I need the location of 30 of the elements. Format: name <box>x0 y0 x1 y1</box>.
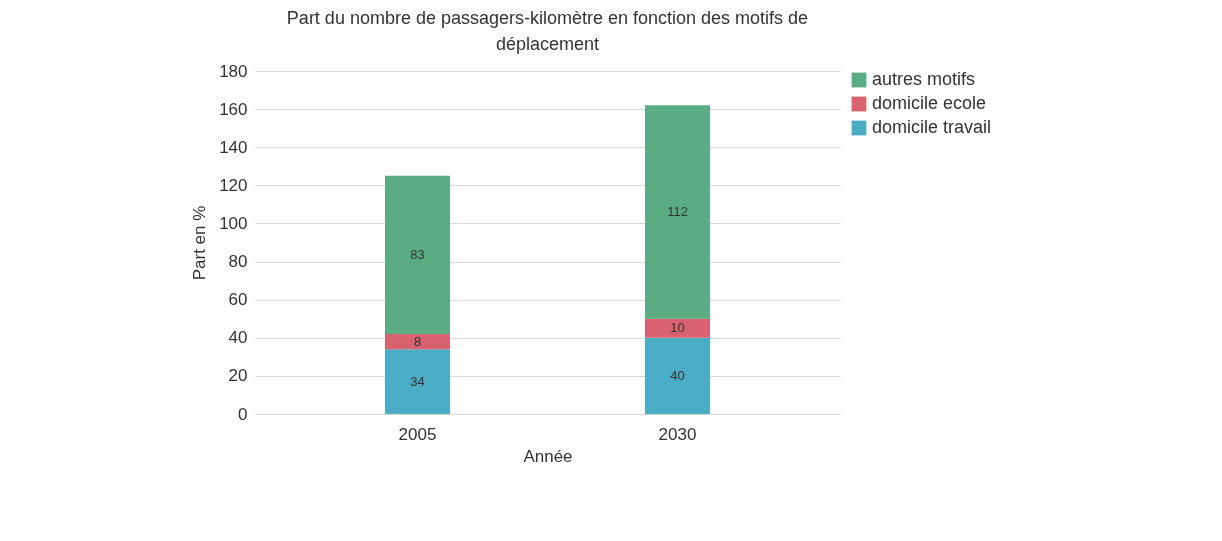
y-axis-title: Part en % <box>190 205 210 281</box>
x-tick-label: 2030 <box>658 424 697 444</box>
legend-label: autres motifs <box>872 69 976 89</box>
data-label: 34 <box>410 373 425 389</box>
y-tick-label: 180 <box>219 61 248 81</box>
y-tick-label: 160 <box>219 99 248 119</box>
legend-label: domicile travail <box>872 117 992 137</box>
y-tick-label: 60 <box>228 290 248 310</box>
y-tick-label: 80 <box>228 252 248 272</box>
y-tick-label: 40 <box>228 328 248 348</box>
data-label: 112 <box>667 204 688 220</box>
data-label: 10 <box>670 320 685 336</box>
legend-label: domicile ecole <box>872 93 987 113</box>
bar <box>385 175 450 334</box>
chart-title: Part du nombre de passagers-kilomètre en fonction des motifs de déplacement <box>286 8 809 54</box>
y-tick-label: 0 <box>238 404 248 424</box>
y-tick-label: 140 <box>219 137 248 157</box>
bar <box>385 349 450 414</box>
y-tick-label: 100 <box>219 213 248 233</box>
data-label: 83 <box>410 246 425 262</box>
bar <box>385 333 450 350</box>
y-tick-label: 20 <box>228 366 248 386</box>
bar <box>645 105 710 319</box>
data-label: 40 <box>670 367 685 383</box>
y-tick-label: 120 <box>219 175 248 195</box>
bar <box>645 318 710 338</box>
x-tick-label: 2005 <box>398 424 437 444</box>
x-axis-title: Année <box>523 446 573 466</box>
bar <box>645 337 710 414</box>
data-label: 8 <box>413 333 422 349</box>
